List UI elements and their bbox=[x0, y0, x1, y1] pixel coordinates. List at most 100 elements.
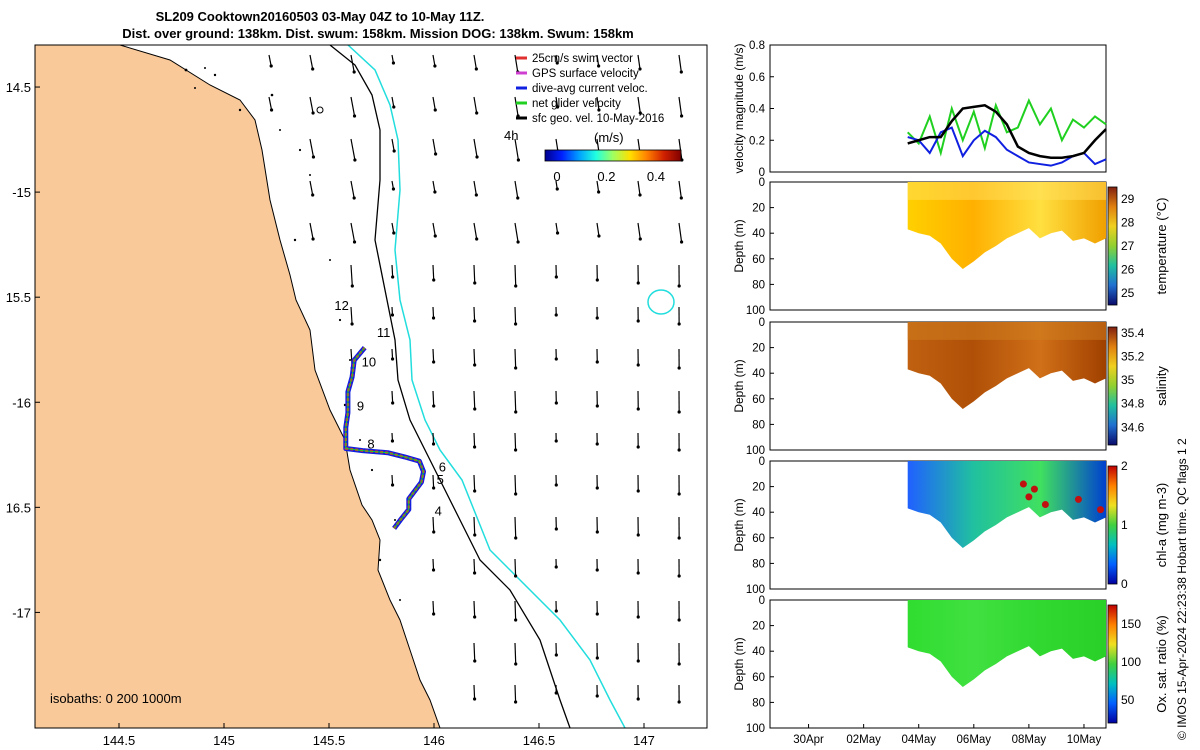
legend-label: net glider velocity bbox=[532, 98, 621, 110]
velocity-y-tick-label: 0.6 bbox=[749, 72, 765, 84]
current-vector bbox=[473, 516, 477, 537]
current-vector bbox=[391, 222, 396, 235]
depth-tick-label: 60 bbox=[752, 533, 765, 545]
current-vector bbox=[431, 432, 436, 446]
current-vector bbox=[636, 642, 640, 663]
current-vector bbox=[432, 516, 436, 534]
current-vector bbox=[432, 96, 437, 112]
current-vector bbox=[514, 180, 520, 200]
current-vector bbox=[595, 600, 599, 616]
isobath-caption: isobaths: 0 200 1000m bbox=[50, 691, 182, 706]
legend-entry: net glider velocity bbox=[516, 98, 621, 110]
profile-panel-chl-a: 0 20 40 60 80 100 Depth (m) 2 1 0 chl-a (mg m-3) bbox=[732, 456, 1169, 596]
map-x-tick-label: 144.5 bbox=[103, 733, 136, 748]
time-tick-label: 02May bbox=[846, 734, 881, 746]
colorbar-tick-label: 28 bbox=[1121, 215, 1135, 229]
current-vector bbox=[350, 306, 354, 326]
profile-colorbar bbox=[1107, 326, 1118, 446]
legend-label: sfc geo. vel. 10-May-2016 bbox=[532, 113, 664, 125]
current-vector bbox=[677, 390, 681, 414]
map-y-tick-label: -16 bbox=[12, 395, 31, 410]
depth-tick-label: 0 bbox=[759, 595, 765, 607]
legend-entry: sfc geo. vel. 10-May-2016 bbox=[516, 113, 664, 125]
current-vector bbox=[309, 96, 315, 115]
current-vector bbox=[268, 96, 274, 112]
current-vector bbox=[350, 54, 356, 74]
colorbar-label: chl-a (mg m-3) bbox=[1154, 483, 1169, 568]
map-x-tick-label: 145 bbox=[213, 733, 235, 748]
map-y-tick-label: 16.5 bbox=[6, 500, 31, 515]
current-vector bbox=[472, 432, 477, 449]
map-x-tick-label: 146.5 bbox=[523, 733, 556, 748]
velocity-series-line bbox=[907, 104, 1107, 159]
day-label: 9 bbox=[357, 399, 364, 414]
current-vector bbox=[596, 180, 601, 194]
map-x-axis: 144.5 145 145.5 146 146.5 147 bbox=[103, 723, 655, 748]
current-vector bbox=[350, 264, 354, 288]
current-vector bbox=[678, 96, 684, 118]
chl-high-patch bbox=[1025, 493, 1033, 501]
current-vector bbox=[390, 474, 395, 487]
current-vector bbox=[432, 54, 437, 68]
current-vector bbox=[555, 222, 560, 235]
velocity-axes bbox=[769, 44, 1107, 173]
profile-colorbar bbox=[1107, 186, 1118, 306]
current-vector bbox=[309, 222, 315, 241]
colorbar-label: temperature (°C) bbox=[1154, 198, 1169, 295]
current-vector bbox=[554, 264, 558, 279]
eddy-contour bbox=[647, 289, 675, 315]
current-vector bbox=[595, 264, 599, 282]
colorbar-tick-label: 50 bbox=[1121, 693, 1135, 707]
depth-tick-label: 20 bbox=[752, 203, 765, 215]
current-vector bbox=[677, 684, 681, 704]
legend-entry: 25cm/s swim vector bbox=[516, 53, 633, 65]
current-vectors bbox=[268, 54, 684, 704]
depth-tick-label: 80 bbox=[752, 697, 765, 709]
velocity-y-tick-label: 0.8 bbox=[749, 40, 765, 52]
day-label: 4 bbox=[435, 504, 442, 519]
current-vector bbox=[595, 642, 599, 660]
legend-label: 25cm/s swim vector bbox=[532, 53, 633, 65]
depth-tick-label: 100 bbox=[746, 305, 765, 317]
depth-tick-label: 100 bbox=[746, 584, 765, 596]
current-vector bbox=[554, 558, 558, 569]
depth-tick-label: 20 bbox=[752, 482, 765, 494]
depth-tick-label: 40 bbox=[752, 507, 765, 519]
colorbar-label: salinity bbox=[1154, 366, 1169, 406]
current-vector bbox=[636, 390, 640, 411]
current-vector bbox=[554, 306, 558, 317]
legend-label: GPS surface velocity bbox=[532, 68, 639, 80]
colorbar-tick-label: 150 bbox=[1121, 617, 1141, 631]
current-vector bbox=[677, 348, 681, 370]
profile-panel-temperature: 0 20 40 60 80 100 Depth (m) 29 28 27 26 25 temperatu… bbox=[732, 177, 1169, 317]
time-axis: 30Apr 02May 04May 06May 08May 10May bbox=[793, 724, 1101, 746]
legend-entry: GPS surface velocity bbox=[516, 68, 639, 80]
depth-tick-label: 60 bbox=[752, 394, 765, 406]
current-vector bbox=[432, 138, 438, 156]
current-vector bbox=[268, 54, 273, 68]
current-vector bbox=[350, 96, 357, 118]
current-vector bbox=[309, 138, 316, 159]
current-vector bbox=[595, 516, 599, 534]
current-vector bbox=[473, 222, 479, 241]
day-label: 10 bbox=[362, 355, 376, 370]
glider-track bbox=[343, 346, 426, 530]
current-vector bbox=[514, 222, 520, 244]
map-y-tick-label: -15 bbox=[12, 185, 31, 200]
current-vector bbox=[432, 600, 436, 616]
depth-tick-label: 0 bbox=[759, 317, 765, 329]
isobath-1000m bbox=[347, 45, 626, 728]
day-label: 12 bbox=[334, 298, 348, 313]
current-vector bbox=[637, 222, 642, 241]
depth-tick-label: 80 bbox=[752, 279, 765, 291]
depth-tick-label: 100 bbox=[746, 723, 765, 735]
current-vector bbox=[431, 306, 436, 320]
chl-high-patch bbox=[1074, 495, 1082, 503]
colorbar-tick-label: 35.2 bbox=[1121, 350, 1145, 364]
current-vector bbox=[432, 390, 436, 408]
current-vector bbox=[595, 348, 599, 364]
depth-ylabel: Depth (m) bbox=[732, 359, 746, 412]
